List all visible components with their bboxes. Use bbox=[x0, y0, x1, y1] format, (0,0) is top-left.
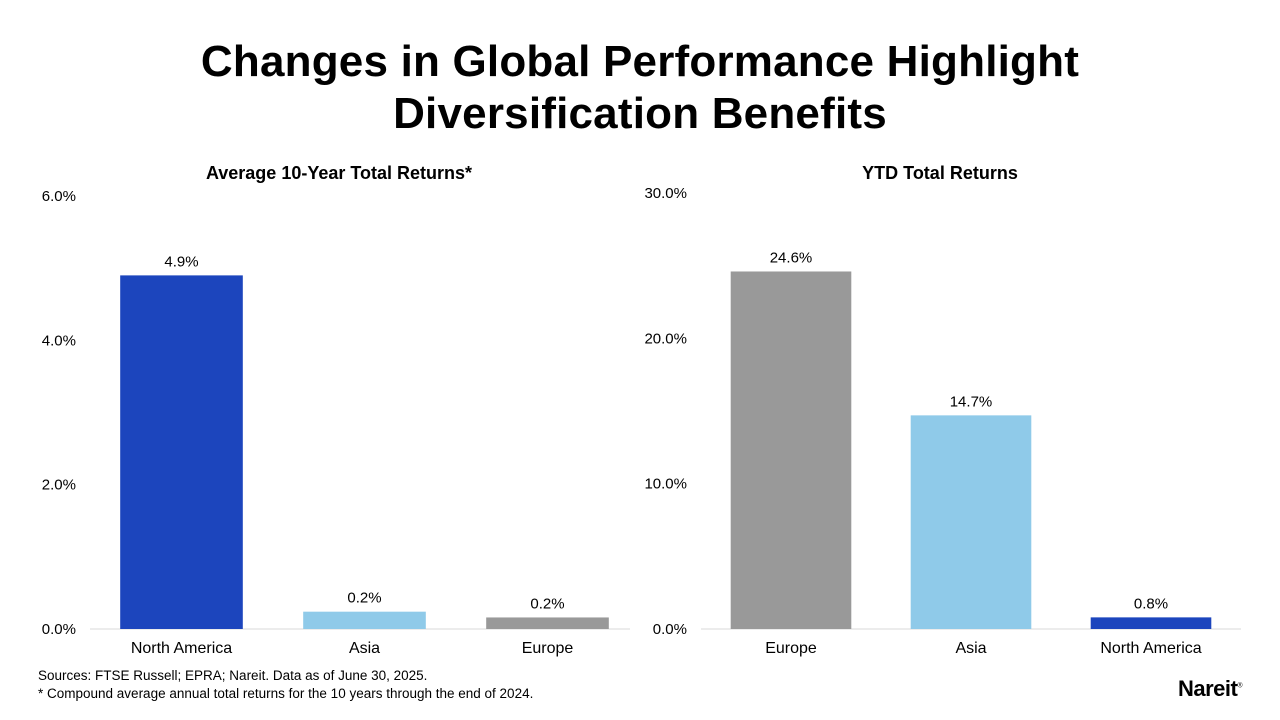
y-tick-label: 30.0% bbox=[644, 185, 687, 202]
category-label: North America bbox=[131, 640, 232, 657]
y-tick-label: 0.0% bbox=[653, 621, 687, 638]
bar bbox=[303, 611, 426, 629]
y-tick-label: 20.0% bbox=[644, 330, 687, 347]
page-title: Changes in Global Performance Highlight … bbox=[0, 36, 1280, 140]
bar bbox=[730, 271, 852, 629]
bar bbox=[120, 275, 243, 629]
footnotes: Sources: FTSE Russell; EPRA; Nareit. Dat… bbox=[38, 667, 533, 703]
logo-text: Nareit bbox=[1177, 676, 1238, 701]
data-label: 0.2% bbox=[530, 595, 564, 612]
page-title-line-2: Diversification Benefits bbox=[393, 89, 887, 138]
data-label: 14.7% bbox=[950, 393, 993, 410]
chart-title: Average 10-Year Total Returns* bbox=[206, 163, 472, 183]
data-label: 24.6% bbox=[770, 249, 813, 266]
data-label: 0.2% bbox=[347, 590, 381, 607]
bar bbox=[1090, 617, 1212, 629]
footnote-sources: Sources: FTSE Russell; EPRA; Nareit. Dat… bbox=[38, 668, 428, 683]
data-label: 4.9% bbox=[164, 253, 198, 270]
page-title-line-1: Changes in Global Performance Highlight bbox=[200, 37, 1080, 86]
bar bbox=[910, 415, 1032, 629]
category-label: Asia bbox=[349, 640, 380, 657]
data-label: 0.8% bbox=[1134, 595, 1168, 612]
chart-ytd-returns: YTD Total Returns 0.0% 10.0% 20.0% 30.0% 24.6… bbox=[644, 163, 1241, 657]
nareit-logo: Nareit® bbox=[1178, 676, 1242, 702]
logo-mark: ® bbox=[1237, 682, 1242, 690]
y-tick-label: 0.0% bbox=[42, 621, 76, 638]
footnote-note: * Compound average annual total returns … bbox=[38, 686, 534, 701]
category-label: Asia bbox=[955, 640, 986, 657]
category-label: Europe bbox=[765, 640, 817, 657]
y-tick-label: 10.0% bbox=[644, 476, 687, 493]
y-tick-label: 6.0% bbox=[42, 188, 76, 205]
category-label: Europe bbox=[522, 640, 574, 657]
chart-average-10-year-returns: Average 10-Year Total Returns* 0.0% 2.0% 4.… bbox=[42, 163, 630, 657]
bar bbox=[486, 617, 609, 629]
chart-title: YTD Total Returns bbox=[862, 163, 1018, 183]
y-tick-label: 4.0% bbox=[42, 332, 76, 349]
category-label: North America bbox=[1100, 640, 1201, 657]
y-tick-label: 2.0% bbox=[42, 477, 76, 494]
